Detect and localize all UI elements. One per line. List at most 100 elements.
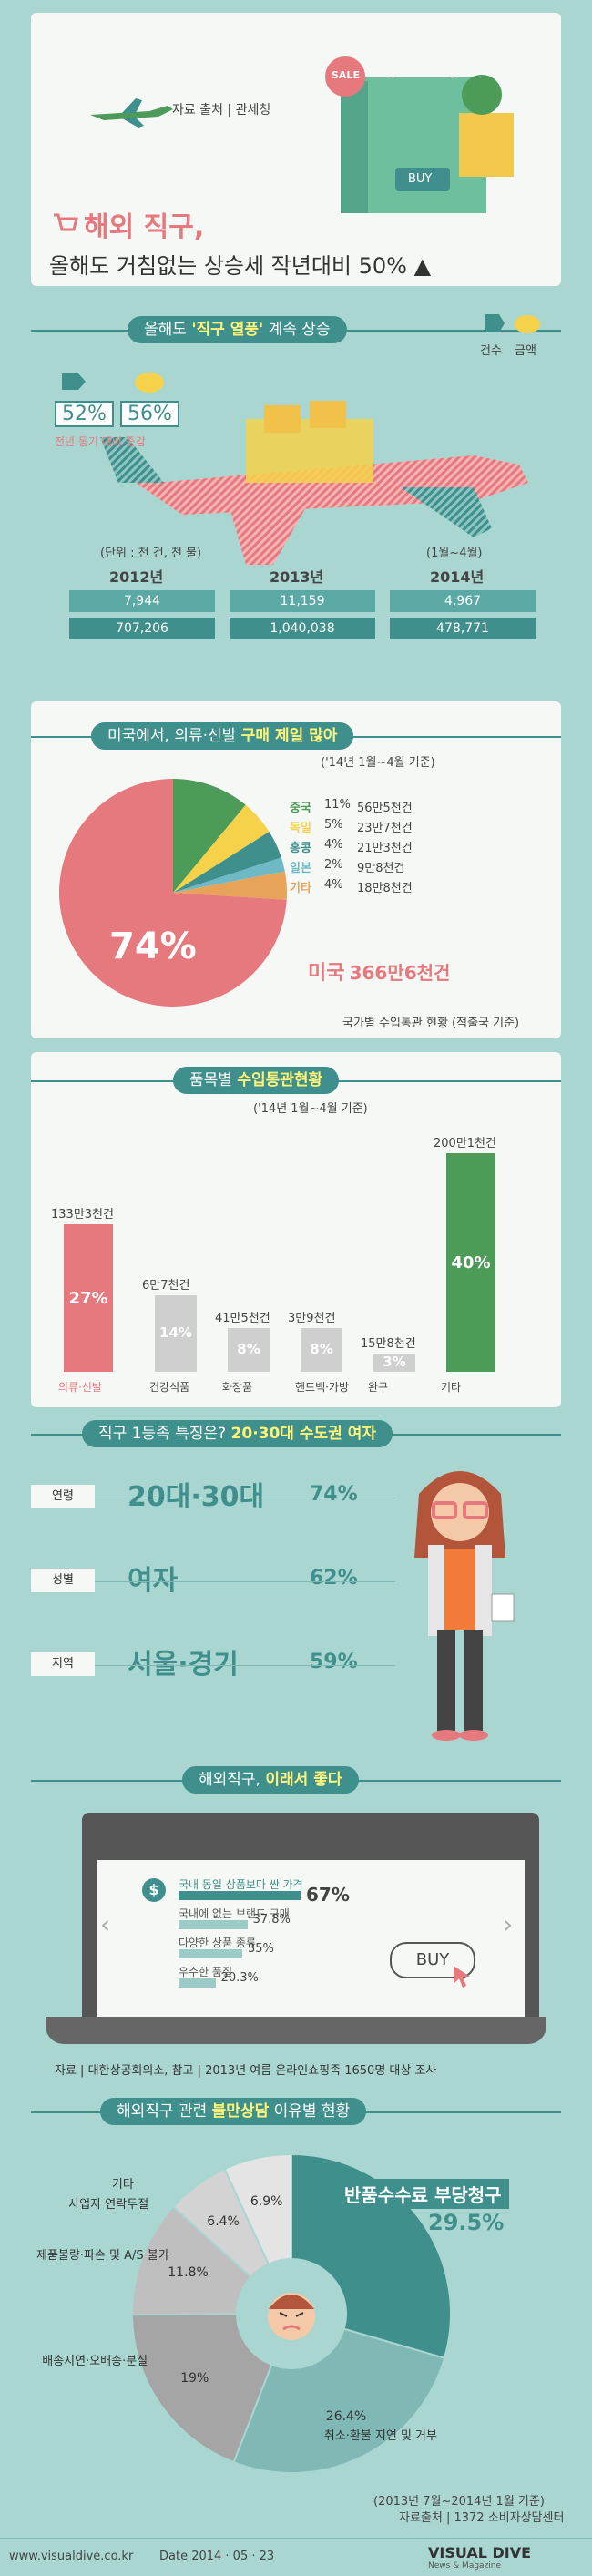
donut-slice bbox=[130, 2313, 273, 2464]
donut-slice bbox=[291, 2152, 452, 2360]
donut-pct: 19% bbox=[180, 2371, 209, 2387]
header-card: 자료 출처 | 관세청 SALE BUY 해외 직구, 올해도 거침없는 상승세… bbox=[31, 13, 561, 286]
dollar-icon: $ bbox=[142, 1878, 166, 1902]
amount-value: 1,040,038 bbox=[230, 618, 375, 639]
profile-pct: 74% bbox=[310, 1483, 358, 1506]
brand-logo: VISUAL DIVE News & Magazine bbox=[428, 2544, 532, 2571]
pie-legend-item: 홍콩 bbox=[290, 842, 311, 855]
source-label: 자료 출처 | 관세청 bbox=[172, 103, 271, 118]
laptop-screen: ‹ › $ 국내 동일 상품보다 싼 가격 67% 국내에 없는 브랜드 구매 37.… bbox=[82, 1813, 539, 2033]
pie-legend-value: 56만5천건 bbox=[357, 802, 413, 815]
reason-bar bbox=[179, 1920, 248, 1929]
count-value: 11,159 bbox=[230, 590, 375, 612]
donut-name: 배송지연·오배송·분실 bbox=[42, 2355, 148, 2369]
pie-slice bbox=[173, 871, 287, 900]
item-name: 완구 bbox=[368, 1381, 389, 1394]
date: Date 2014 · 05 · 23 bbox=[159, 2550, 275, 2563]
chevron-right-icon: › bbox=[503, 1909, 514, 1939]
donut-name: 사업자 연락두절 bbox=[68, 2197, 149, 2212]
pct-note: 전년 동기 대비 증감 bbox=[55, 435, 146, 448]
legend-count: 건수 bbox=[480, 344, 502, 358]
pie-legend-value: 21만3천건 bbox=[357, 842, 413, 855]
shopping-bag-icon bbox=[325, 53, 514, 213]
donut-name: 기타 bbox=[111, 2177, 134, 2192]
pie-legend-pct: 2% bbox=[324, 858, 343, 872]
item-value: 41만5천건 bbox=[215, 1312, 270, 1325]
cursor-icon bbox=[454, 1966, 470, 1988]
donut-pct: 6.9% bbox=[250, 2193, 283, 2209]
airplane-graphic bbox=[100, 401, 528, 565]
reason-pct: 20.3% bbox=[220, 1971, 259, 1985]
amount-value: 478,771 bbox=[390, 618, 536, 639]
price-tag-icon bbox=[62, 373, 86, 390]
reason-label: 국내에 없는 브랜드 구매 bbox=[179, 1907, 290, 1920]
item-bar bbox=[64, 1224, 113, 1372]
profile-pct: 59% bbox=[310, 1651, 358, 1673]
reason-bar bbox=[179, 1891, 301, 1900]
year-label: 2013년 bbox=[270, 568, 324, 586]
site-url[interactable]: www.visualdive.co.kr bbox=[9, 2550, 134, 2563]
item-bar bbox=[155, 1295, 197, 1372]
main-country: 미국 366만6천건 bbox=[308, 962, 451, 985]
source-note: 국가별 수입통관 현황 (적출국 기준) bbox=[342, 1017, 520, 1030]
item-value: 6만7천건 bbox=[142, 1279, 190, 1293]
section4-title: 직구 1등족 특징은? 20·30대 수도권 여자 bbox=[82, 1420, 393, 1447]
item-name: 건강식품 bbox=[149, 1381, 190, 1394]
count-value: 4,967 bbox=[390, 590, 536, 612]
footer: www.visualdive.co.kr Date 2014 · 05 · 23… bbox=[0, 2538, 592, 2576]
item-value: 3만9천건 bbox=[288, 1312, 336, 1325]
reason-bar bbox=[179, 1949, 242, 1958]
airplane-icon bbox=[90, 98, 173, 128]
pie-legend-item: 일본 bbox=[290, 862, 311, 875]
section6-title: 해외직구 관련 불만상담 이유별 현황 bbox=[100, 2098, 367, 2125]
section3-title: 품목별 수입통관현황 bbox=[173, 1067, 340, 1094]
profile-value: 서울·경기 bbox=[128, 1649, 239, 1681]
unit-note: (단위 : 천 건, 천 불) bbox=[100, 547, 202, 560]
profile-label: 지역 bbox=[31, 1652, 95, 1676]
donut-pct: 26.4% bbox=[325, 2408, 367, 2424]
buy-button[interactable]: BUY bbox=[390, 1942, 475, 1978]
pie-legend-item: 중국 bbox=[290, 802, 311, 815]
item-value: 133만3천건 bbox=[51, 1208, 114, 1222]
reason-pct: 35% bbox=[248, 1942, 274, 1956]
profile-label: 연령 bbox=[31, 1485, 95, 1508]
donut-name: 제품불량·파손 및 A/S 불가 bbox=[36, 2249, 169, 2264]
profile-label: 성별 bbox=[31, 1569, 95, 1592]
highlight-pct: 29.5% bbox=[428, 2210, 505, 2235]
cart-icon bbox=[54, 213, 78, 231]
item-name: 핸드백·가방 bbox=[295, 1381, 350, 1394]
pie-legend-value: 9만8천건 bbox=[357, 862, 405, 875]
complaint-donut-chart bbox=[130, 2152, 452, 2474]
pie-slice bbox=[173, 832, 281, 893]
section5-title: 해외직구, 이래서 좋다 bbox=[182, 1766, 359, 1794]
profile-pct: 62% bbox=[310, 1567, 358, 1590]
donut-slice bbox=[232, 2327, 446, 2474]
pie-legend-pct: 11% bbox=[324, 798, 351, 812]
reason-label: 다양한 상품 종류 bbox=[179, 1937, 256, 1949]
sale-tag: SALE bbox=[332, 69, 360, 81]
item-bar bbox=[301, 1328, 342, 1372]
donut-pct: 6.4% bbox=[207, 2213, 240, 2229]
item-pct: 8% bbox=[310, 1341, 333, 1357]
donut-slice bbox=[223, 2152, 292, 2265]
section2-title: 미국에서, 의류·신발 구매 제일 많아 bbox=[91, 722, 354, 750]
item-name: 기타 bbox=[441, 1381, 462, 1394]
reason-bar bbox=[179, 1978, 216, 1988]
year-label: 2012년 bbox=[109, 568, 164, 586]
period: (2013년 7월~2014년 1월 기준) bbox=[373, 2495, 545, 2509]
country-pie-chart bbox=[59, 779, 287, 1007]
page-title: 해외 직구, bbox=[84, 211, 205, 243]
buy-tag: BUY bbox=[408, 172, 433, 186]
amount-value: 707,206 bbox=[69, 618, 215, 639]
period: ('14년 1월~4월 기준) bbox=[253, 1102, 368, 1116]
woman-illustration bbox=[414, 1471, 515, 1741]
item-pct: 40% bbox=[451, 1253, 491, 1273]
page-subtitle: 올해도 거침없는 상승세 작년대비 50% ▲ bbox=[49, 253, 432, 279]
item-pct: 8% bbox=[237, 1341, 260, 1357]
item-pct: 27% bbox=[68, 1289, 108, 1308]
profile-divider bbox=[95, 1665, 395, 1666]
period-note: (1월~4월) bbox=[426, 547, 483, 560]
profile-value: 20대·30대 bbox=[128, 1481, 265, 1513]
pie-legend-pct: 5% bbox=[324, 818, 343, 832]
piggy-bank-icon bbox=[515, 315, 540, 333]
